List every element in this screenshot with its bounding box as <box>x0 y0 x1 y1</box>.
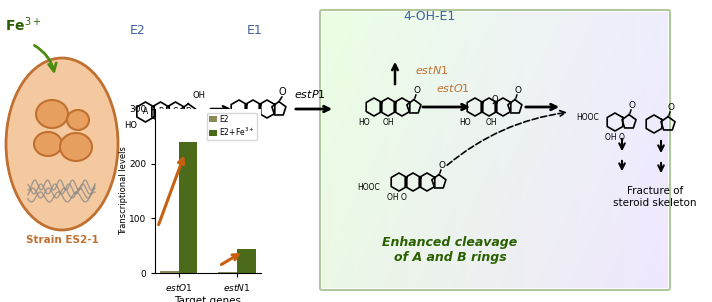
Text: $\it{estP1}$: $\it{estP1}$ <box>294 88 326 100</box>
Text: Strain ES2-1: Strain ES2-1 <box>26 235 98 245</box>
FancyArrowPatch shape <box>34 45 56 71</box>
Text: HO: HO <box>459 118 471 127</box>
Text: Enhanced cleavage
of A and B rings: Enhanced cleavage of A and B rings <box>382 236 518 264</box>
Text: HOOC: HOOC <box>576 114 599 123</box>
Text: HOOC: HOOC <box>357 182 380 191</box>
Text: O: O <box>278 87 286 97</box>
Text: O: O <box>668 103 674 112</box>
Text: O: O <box>491 95 498 104</box>
Text: O: O <box>514 86 521 95</box>
Ellipse shape <box>36 100 68 128</box>
Text: Fracture of
steroid skeleton: Fracture of steroid skeleton <box>613 186 697 208</box>
Text: O: O <box>414 86 420 95</box>
Text: O: O <box>629 101 636 110</box>
Text: OH: OH <box>382 118 394 127</box>
Text: E2: E2 <box>130 24 146 37</box>
Text: HO: HO <box>125 121 137 130</box>
Ellipse shape <box>67 110 89 130</box>
Bar <box>179 142 197 273</box>
Text: HO: HO <box>229 121 241 130</box>
Text: E1: E1 <box>247 24 263 37</box>
Text: OH: OH <box>192 91 205 100</box>
Bar <box>219 272 237 273</box>
Text: OH: OH <box>485 118 497 127</box>
Text: A: A <box>143 107 148 115</box>
Bar <box>237 249 256 273</box>
Bar <box>160 271 179 273</box>
Legend: E2, E2+Fe$^{3+}$: E2, E2+Fe$^{3+}$ <box>206 113 257 140</box>
Ellipse shape <box>6 58 118 230</box>
Text: B: B <box>158 107 163 115</box>
Y-axis label: Transcriptional levels: Transcriptional levels <box>119 146 127 236</box>
Text: OH O: OH O <box>605 133 625 142</box>
X-axis label: Target genes: Target genes <box>174 296 241 302</box>
Text: $\it{estO1}$: $\it{estO1}$ <box>436 82 470 94</box>
Text: HO: HO <box>358 118 370 127</box>
Text: C: C <box>173 107 178 115</box>
Text: Fe$^{3+}$: Fe$^{3+}$ <box>5 16 41 34</box>
Text: D: D <box>185 107 192 115</box>
Text: $\it{estN1}$: $\it{estN1}$ <box>415 64 449 76</box>
Ellipse shape <box>60 133 92 161</box>
Text: OH O: OH O <box>387 193 407 202</box>
Text: O: O <box>439 161 446 170</box>
Text: 4-OH-E1: 4-OH-E1 <box>404 11 456 24</box>
Ellipse shape <box>34 132 62 156</box>
